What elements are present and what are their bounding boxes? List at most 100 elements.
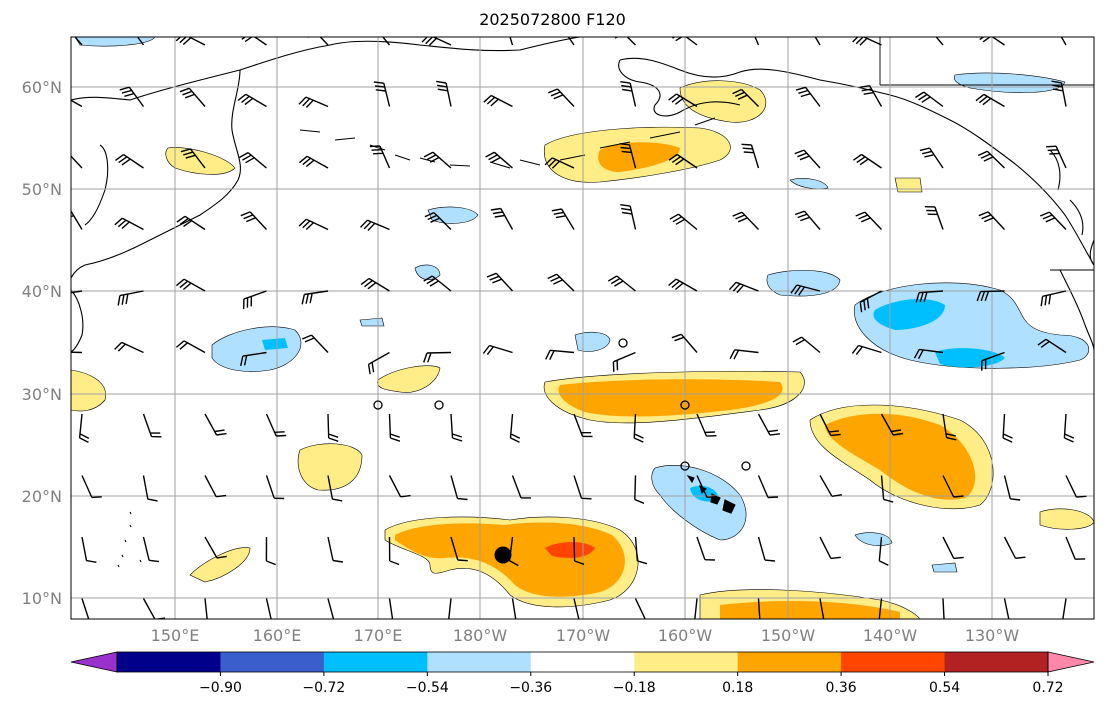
wind-barb — [696, 413, 717, 437]
colorbar-tick-label: −0.36 — [509, 680, 552, 696]
wind-barb — [620, 204, 637, 230]
lat-label-30: 30°N — [22, 385, 62, 404]
wind-barb — [114, 154, 144, 169]
wind-barb — [732, 88, 759, 107]
wind-barb — [1037, 338, 1067, 354]
longitude-labels: 150°E 160°E 170°E 180°W 170°W 160°W 150°… — [151, 626, 1020, 645]
wind-barb — [551, 208, 575, 230]
colorbar-bin — [944, 652, 1049, 672]
colorbar-bin — [427, 652, 532, 672]
wind-barb — [450, 413, 463, 442]
wind-barb — [1002, 413, 1013, 443]
wind-barb — [1003, 475, 1021, 501]
anomaly-region-canada-negative — [953, 72, 1066, 93]
wind-barb — [620, 81, 637, 107]
wind-barb — [757, 536, 776, 562]
wind-barb — [792, 336, 821, 354]
wind-barb — [819, 598, 825, 619]
wind-barb — [265, 413, 287, 437]
lat-label-60: 60°N — [22, 78, 62, 97]
wind-barb — [239, 151, 267, 169]
wind-barb — [388, 475, 411, 498]
wind-barb — [671, 333, 698, 353]
wind-barb — [81, 598, 90, 619]
wind-barb — [853, 153, 882, 169]
wind-barb — [302, 334, 329, 353]
colorbar-bin — [117, 652, 221, 672]
wind-barb — [511, 598, 517, 619]
wind-barb — [369, 145, 391, 169]
lon-label-160w: 160°W — [658, 626, 713, 645]
anomaly-region-hawaii-negative — [651, 465, 747, 541]
wind-barb — [265, 536, 276, 566]
colorbar-extend-max — [1047, 651, 1095, 673]
wind-barb — [237, 93, 267, 108]
wind-barb — [142, 413, 162, 438]
wind-barb — [942, 536, 964, 560]
wind-barb — [373, 81, 391, 107]
lat-label-10: 10°N — [22, 589, 62, 608]
wind-barb — [741, 143, 760, 169]
wind-barb — [942, 413, 957, 441]
wind-barb — [573, 598, 580, 619]
colorbar-extend-min — [70, 651, 118, 673]
wind-barb — [1063, 413, 1075, 443]
anomaly-region-small-negative-2 — [414, 264, 441, 280]
wind-barb — [483, 94, 513, 108]
colorbar-tick-label: −0.72 — [302, 680, 345, 696]
lon-label-170e: 170°E — [354, 626, 403, 645]
wind-barb — [175, 278, 206, 292]
anomaly-region-small-negative-3 — [789, 178, 829, 190]
wind-barb — [114, 341, 144, 354]
wind-barb — [696, 536, 715, 561]
wind-barb — [634, 536, 648, 565]
wind-barb — [327, 598, 335, 619]
wind-barb — [794, 149, 821, 169]
map-title: 2025072800 F120 — [479, 10, 626, 29]
wind-barb — [142, 536, 160, 563]
wind-barb — [204, 475, 227, 498]
wind-barb — [450, 536, 468, 562]
wind-barb — [1040, 290, 1067, 307]
colorbar-tick-label: 0.72 — [1032, 680, 1063, 696]
colorbar-bin — [634, 652, 739, 672]
lon-label-170w: 170°W — [556, 626, 611, 645]
anomaly-region-small-negative — [574, 331, 611, 352]
wind-barb — [1046, 145, 1067, 169]
wind-barb — [878, 598, 883, 619]
wind-barb — [668, 153, 698, 169]
colorbar-tick-label: −0.90 — [199, 680, 242, 696]
wind-barb — [880, 413, 904, 436]
colorbar-tick-label: −0.54 — [406, 680, 449, 696]
wind-barb — [388, 536, 400, 566]
wind-barb — [298, 96, 329, 108]
colorbar-bin — [841, 652, 946, 672]
wind-barb — [509, 413, 521, 443]
lat-label-50: 50°N — [22, 180, 62, 199]
colorbar-bin — [323, 652, 428, 672]
wind-barb — [265, 598, 272, 619]
wind-barb — [423, 151, 452, 169]
wind-barb — [81, 536, 97, 563]
wind-barb — [450, 475, 468, 501]
wind-barb — [1051, 80, 1067, 107]
wind-barb — [855, 211, 883, 230]
wind-barb — [851, 344, 882, 356]
anomaly-core-east-negative-2 — [935, 348, 1005, 368]
map-frame — [70, 36, 1095, 620]
wind-barb — [1065, 536, 1086, 560]
calm-marker — [741, 461, 751, 471]
gridlines — [71, 37, 1094, 619]
wind-barb — [794, 210, 821, 230]
wind-barb — [544, 157, 575, 169]
coastline-japan — [71, 289, 84, 353]
wind-barb — [298, 155, 329, 169]
wind-barb — [1065, 475, 1087, 498]
wind-barb — [243, 290, 267, 310]
wind-barb — [388, 598, 394, 619]
wind-barb — [436, 80, 452, 107]
wind-barb — [545, 349, 575, 361]
anomaly-region-small-positive — [894, 177, 923, 193]
wind-barb — [1003, 536, 1026, 559]
calm-marker — [434, 400, 444, 410]
